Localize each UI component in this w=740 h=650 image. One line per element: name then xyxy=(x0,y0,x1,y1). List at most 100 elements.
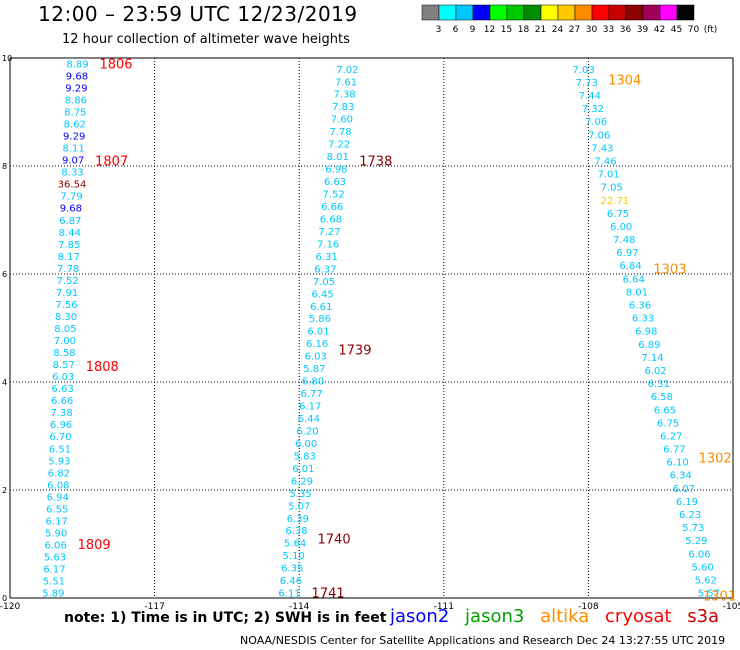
wave-height-value: 5.07 xyxy=(288,501,310,512)
wave-height-value: 6.68 xyxy=(320,214,342,225)
wave-height-value: 6.38 xyxy=(285,526,307,537)
wave-height-value: 7.22 xyxy=(328,140,350,151)
color-scale-label: 39 xyxy=(637,25,649,35)
color-scale-swatch xyxy=(591,4,610,21)
x-tick-label: -111 xyxy=(434,602,454,612)
color-scale-swatch xyxy=(557,4,576,21)
wave-height-value: 8.33 xyxy=(61,168,83,179)
wave-height-value: 6.00 xyxy=(610,222,632,233)
wave-height-value: 7.46 xyxy=(594,156,616,167)
page-title: 12:00 – 23:59 UTC 12/23/2019 xyxy=(38,2,358,26)
wave-height-value: 8.58 xyxy=(53,348,75,359)
wave-height-value: 6.23 xyxy=(679,510,701,521)
wave-height-value: 8.01 xyxy=(626,287,648,298)
wave-height-value: 6.19 xyxy=(676,497,698,508)
color-scale-swatch xyxy=(676,4,695,21)
wave-height-value: 7.60 xyxy=(331,115,353,126)
wave-height-value: 6.96 xyxy=(50,420,72,431)
wave-height-value: 5.90 xyxy=(45,528,67,539)
wave-height-value: 7.52 xyxy=(322,190,344,201)
wave-height-value: 6.17 xyxy=(43,565,65,576)
wave-height-value: 6.35 xyxy=(281,564,303,575)
wave-height-value: 6.33 xyxy=(632,314,654,325)
wave-height-value: 7.03 xyxy=(572,65,594,76)
color-scale-label: 42 xyxy=(654,25,665,35)
wave-height-value: 6.46 xyxy=(280,576,302,587)
wave-height-value: 36.54 xyxy=(58,180,87,191)
wave-height-value: 6.27 xyxy=(660,431,682,442)
wave-height-value: 6.06 xyxy=(688,549,710,560)
x-tick-label: -114 xyxy=(289,602,310,612)
y-tick-label: 8 xyxy=(2,162,7,171)
wave-height-value: 5.93 xyxy=(48,456,70,467)
wave-height-value: 6.31 xyxy=(648,379,670,390)
wave-height-value: 6.98 xyxy=(325,165,347,176)
wave-height-value: 6.66 xyxy=(321,202,343,213)
wave-height-value: 8.30 xyxy=(55,312,77,323)
wave-height-value: 6.16 xyxy=(306,339,328,350)
wave-height-value: 5.57 xyxy=(698,589,720,600)
wave-height-value: 6.64 xyxy=(623,274,645,285)
color-scale-label: 9 xyxy=(470,25,476,35)
color-scale-label: (ft) xyxy=(704,25,718,35)
color-scale-label: 18 xyxy=(518,25,530,35)
wave-height-value: 7.83 xyxy=(332,102,354,113)
wave-height-value: 7.32 xyxy=(582,104,604,115)
x-tick-label: -120 xyxy=(0,602,20,612)
color-scale-swatch xyxy=(489,4,508,21)
wave-height-value: 6.11 xyxy=(278,589,300,600)
wave-height-value: 7.52 xyxy=(56,276,78,287)
color-scale-label: 24 xyxy=(552,25,564,35)
color-scale-swatch xyxy=(421,4,440,21)
wave-height-value: 5.10 xyxy=(283,551,305,562)
wave-height-value: 6.58 xyxy=(651,392,673,403)
wave-height-value: 5.63 xyxy=(44,553,66,564)
wave-height-value: 7.38 xyxy=(334,90,356,101)
track-time-label: 1303 xyxy=(653,263,686,278)
wave-height-value: 6.77 xyxy=(300,389,322,400)
satellite-legend: jason2 jason3 altika cryosat s3a xyxy=(390,606,729,627)
wave-height-value: 6.75 xyxy=(657,418,679,429)
color-scale-swatch xyxy=(659,4,678,21)
wave-height-value: 5.64 xyxy=(284,539,306,550)
wave-height-value: 5.89 xyxy=(42,589,64,600)
wave-height-value: 7.05 xyxy=(313,277,335,288)
color-scale-swatch xyxy=(540,4,559,21)
x-tick-label: -117 xyxy=(144,602,164,612)
wave-height-value: 7.61 xyxy=(335,77,357,88)
wave-height-value: 7.14 xyxy=(641,353,663,364)
wave-height-value: 6.17 xyxy=(46,516,68,527)
wave-height-value: 6.87 xyxy=(59,216,81,227)
color-scale-swatch xyxy=(472,4,491,21)
color-scale-swatch xyxy=(608,4,627,21)
wave-height-value: 6.98 xyxy=(635,327,657,338)
track-time-label: 1809 xyxy=(78,538,111,553)
wave-height-value: 6.84 xyxy=(619,261,641,272)
color-scale-swatch xyxy=(642,4,661,21)
wave-height-value: 6.63 xyxy=(324,177,346,188)
page-subtitle: 12 hour collection of altimeter wave hei… xyxy=(62,32,350,47)
track-time-label: 1301 xyxy=(703,589,736,604)
wave-height-value: 6.00 xyxy=(295,439,317,450)
wave-height-value: 7.38 xyxy=(50,408,72,419)
wave-height-value: 6.70 xyxy=(49,432,71,443)
legend-jason3: jason3 xyxy=(465,606,525,627)
wave-height-value: 6.01 xyxy=(292,464,314,475)
color-scale-label: 21 xyxy=(535,25,546,35)
wave-height-value: 8.44 xyxy=(59,228,81,239)
track-time-label: 1304 xyxy=(608,74,641,89)
wave-height-value: 5.73 xyxy=(682,523,704,534)
wave-height-value: 8.11 xyxy=(63,144,85,155)
wave-height-value: 5.29 xyxy=(685,536,707,547)
wave-height-value: 7.01 xyxy=(598,170,620,181)
wave-height-value: 9.29 xyxy=(65,83,87,94)
x-tick-label: -105 xyxy=(723,602,740,612)
wave-height-value: 6.44 xyxy=(298,414,320,425)
wave-height-value: 6.01 xyxy=(307,327,329,338)
wave-height-value: 5.87 xyxy=(303,364,325,375)
footer-note: note: 1) Time is in UTC; 2) SWH is in fe… xyxy=(64,610,387,626)
wave-height-value: 6.31 xyxy=(316,252,338,263)
y-tick-label: 6 xyxy=(2,270,7,279)
wave-height-value: 6.94 xyxy=(47,492,69,503)
